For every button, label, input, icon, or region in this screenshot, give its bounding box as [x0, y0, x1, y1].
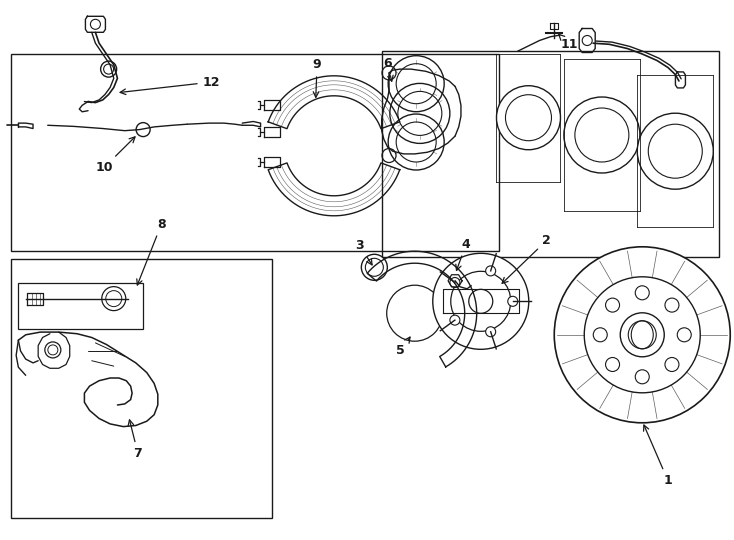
Circle shape: [635, 370, 650, 384]
Circle shape: [677, 328, 691, 342]
Circle shape: [637, 113, 713, 189]
Circle shape: [564, 97, 640, 173]
Circle shape: [486, 327, 495, 337]
Text: 8: 8: [137, 218, 166, 285]
Text: 2: 2: [502, 234, 551, 284]
Text: 4: 4: [456, 238, 470, 271]
Circle shape: [450, 278, 460, 287]
Circle shape: [606, 298, 619, 312]
Text: 12: 12: [120, 76, 220, 94]
Text: 9: 9: [313, 58, 321, 97]
Circle shape: [554, 247, 730, 423]
Circle shape: [496, 86, 561, 150]
Circle shape: [508, 296, 517, 306]
Text: 1: 1: [644, 425, 672, 487]
Circle shape: [593, 328, 607, 342]
Text: 3: 3: [355, 239, 372, 265]
Circle shape: [665, 357, 679, 372]
Circle shape: [665, 298, 679, 312]
Text: 6: 6: [383, 57, 393, 81]
Text: 5: 5: [396, 337, 410, 357]
Circle shape: [635, 286, 650, 300]
Text: 7: 7: [128, 420, 142, 460]
Circle shape: [606, 357, 619, 372]
Bar: [11, 259, 272, 518]
Text: 10: 10: [95, 137, 135, 174]
Text: 11: 11: [559, 35, 578, 51]
Bar: [382, 51, 719, 256]
Circle shape: [486, 266, 495, 276]
Circle shape: [433, 253, 528, 349]
Circle shape: [450, 315, 460, 325]
Bar: [18, 283, 143, 329]
Bar: [11, 54, 499, 251]
